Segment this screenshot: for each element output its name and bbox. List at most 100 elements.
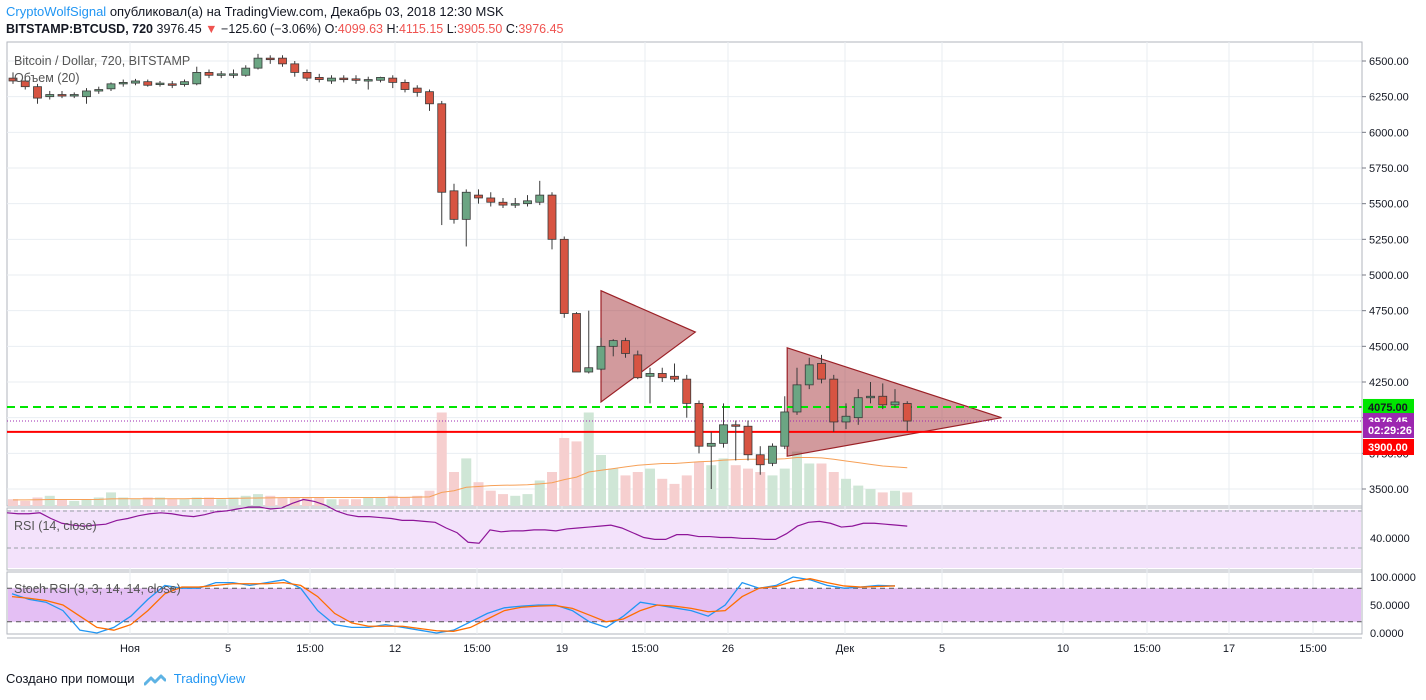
candle (363, 76, 373, 90)
candle (33, 83, 42, 104)
volume-bar (473, 482, 484, 506)
candle (645, 367, 655, 404)
volume-bar (191, 497, 202, 506)
volume-bar (571, 441, 582, 506)
candle-body (755, 454, 765, 466)
volume-bar (326, 499, 337, 506)
candle (743, 420, 753, 461)
volume-bar (620, 475, 631, 506)
volume-bar (20, 500, 31, 506)
candle (339, 75, 349, 83)
author-link[interactable]: CryptoWolfSignal (6, 4, 107, 19)
candle (461, 189, 471, 247)
volume-bar (767, 475, 778, 506)
volume-bar (289, 497, 300, 506)
candle (155, 80, 165, 87)
volume-bar (277, 497, 288, 506)
time-axis: Ноя 5 15:00 12 15:00 19 15:00 26 Дек 5 10 15:00 17 15… (7, 637, 1362, 655)
open-label: O: (324, 22, 338, 36)
candle-body (719, 424, 728, 444)
time-tick-label: 5 (939, 643, 945, 655)
candle (388, 75, 398, 89)
chart-canvas[interactable]: 3500.003750.004000.004250.004500.004750.… (0, 40, 1426, 680)
candle (265, 55, 275, 64)
candle (45, 90, 55, 100)
candle (290, 61, 300, 77)
down-arrow-icon: ▼ (205, 22, 218, 36)
candle-body (596, 345, 606, 370)
volume-bar (265, 495, 276, 506)
candle-body (180, 81, 189, 85)
stoch-tick-label: 100.0000 (1370, 572, 1416, 584)
candle (82, 88, 91, 104)
time-tick-label: 17 (1223, 643, 1235, 655)
volume-label: Объем (20) (14, 71, 80, 85)
candle (547, 192, 557, 250)
candle-body (706, 442, 716, 447)
time-tick-label: 15:00 (631, 643, 659, 655)
volume-bar (657, 478, 668, 506)
open-value: 4099.63 (337, 22, 383, 36)
price-tick-label: 6500.00 (1369, 56, 1409, 68)
volume-bar (57, 499, 67, 506)
pane-labels: Bitcoin / Dollar, 720, BITSTAMP Объем (20… (14, 54, 190, 596)
candle-body (265, 57, 275, 61)
volume-bar (792, 451, 802, 506)
close-label: C: (505, 22, 519, 36)
candle-body (400, 82, 410, 90)
volume-bar (44, 495, 55, 506)
candle (327, 75, 336, 84)
high-label: H: (386, 22, 399, 36)
price-tick-label: 3500.00 (1369, 484, 1409, 496)
candle (902, 401, 912, 432)
price-tick-label: 5750.00 (1369, 163, 1409, 175)
volume-bar (461, 458, 472, 506)
volume-bar (877, 492, 888, 506)
volume-bar (485, 490, 496, 506)
candle-body (351, 78, 361, 81)
candle-body (216, 73, 226, 76)
candle-body (657, 373, 667, 379)
volume-bar (596, 455, 606, 506)
candle (572, 312, 581, 373)
publish-info: CryptoWolfSignal опубликовал(а) на Tradi… (6, 4, 504, 19)
candle-body (314, 77, 324, 80)
volume-bar (743, 468, 753, 506)
candle (229, 69, 238, 79)
candle (878, 383, 888, 410)
candle-body (278, 57, 287, 65)
last-price: 3976.45 (156, 22, 202, 36)
candle-body (792, 384, 802, 413)
volume-bar (228, 497, 239, 506)
candle (167, 80, 177, 89)
volume-bar (632, 472, 643, 506)
candle (216, 70, 226, 79)
volume-bar (902, 492, 913, 506)
created-with-text: Создано при помощи (6, 671, 135, 686)
rsi-line (6, 498, 908, 544)
candle (204, 69, 214, 79)
tradingview-link[interactable]: TradingView (173, 671, 246, 686)
time-tick-label: 15:00 (1133, 643, 1161, 655)
candle-body (253, 57, 263, 69)
candle-body (572, 313, 581, 373)
candle-body (45, 94, 55, 98)
low-value: 3905.50 (457, 22, 503, 36)
symbol-info: BITSTAMP:BTCUSD, 720 3976.45 ▼ −125.60 (… (6, 22, 564, 36)
stoch-tick-label: 50.0000 (1370, 600, 1410, 612)
volume-bar (718, 458, 729, 506)
time-tick-label: 26 (722, 643, 734, 655)
rsi-tick-label: 40.0000 (1370, 533, 1410, 545)
volume-bar (118, 497, 129, 506)
volume-bar (179, 499, 190, 506)
candle (400, 79, 410, 93)
candle (559, 236, 569, 318)
candle-body (167, 83, 177, 86)
candle-body (69, 94, 79, 97)
candle (694, 400, 704, 454)
candle (486, 192, 496, 207)
candle (804, 357, 814, 390)
candle (474, 189, 483, 204)
horizontal-levels (7, 405, 1362, 433)
candle-body (547, 194, 557, 240)
